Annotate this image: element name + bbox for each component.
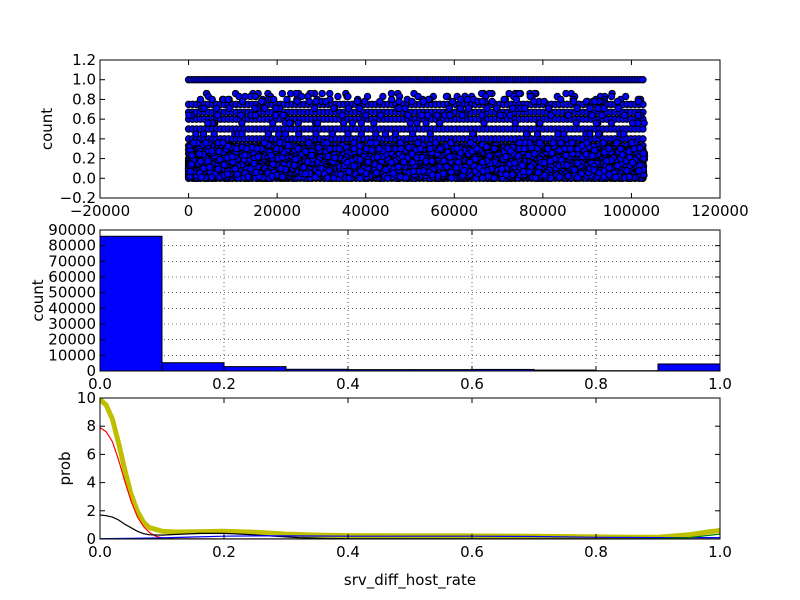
data-point (639, 125, 647, 133)
scatter-panel: −20000 0 20000 40000 60000 80000 100000 120000−… (38, 51, 749, 220)
data-point (639, 135, 647, 143)
plot-area (184, 76, 649, 182)
data-point (639, 76, 647, 84)
